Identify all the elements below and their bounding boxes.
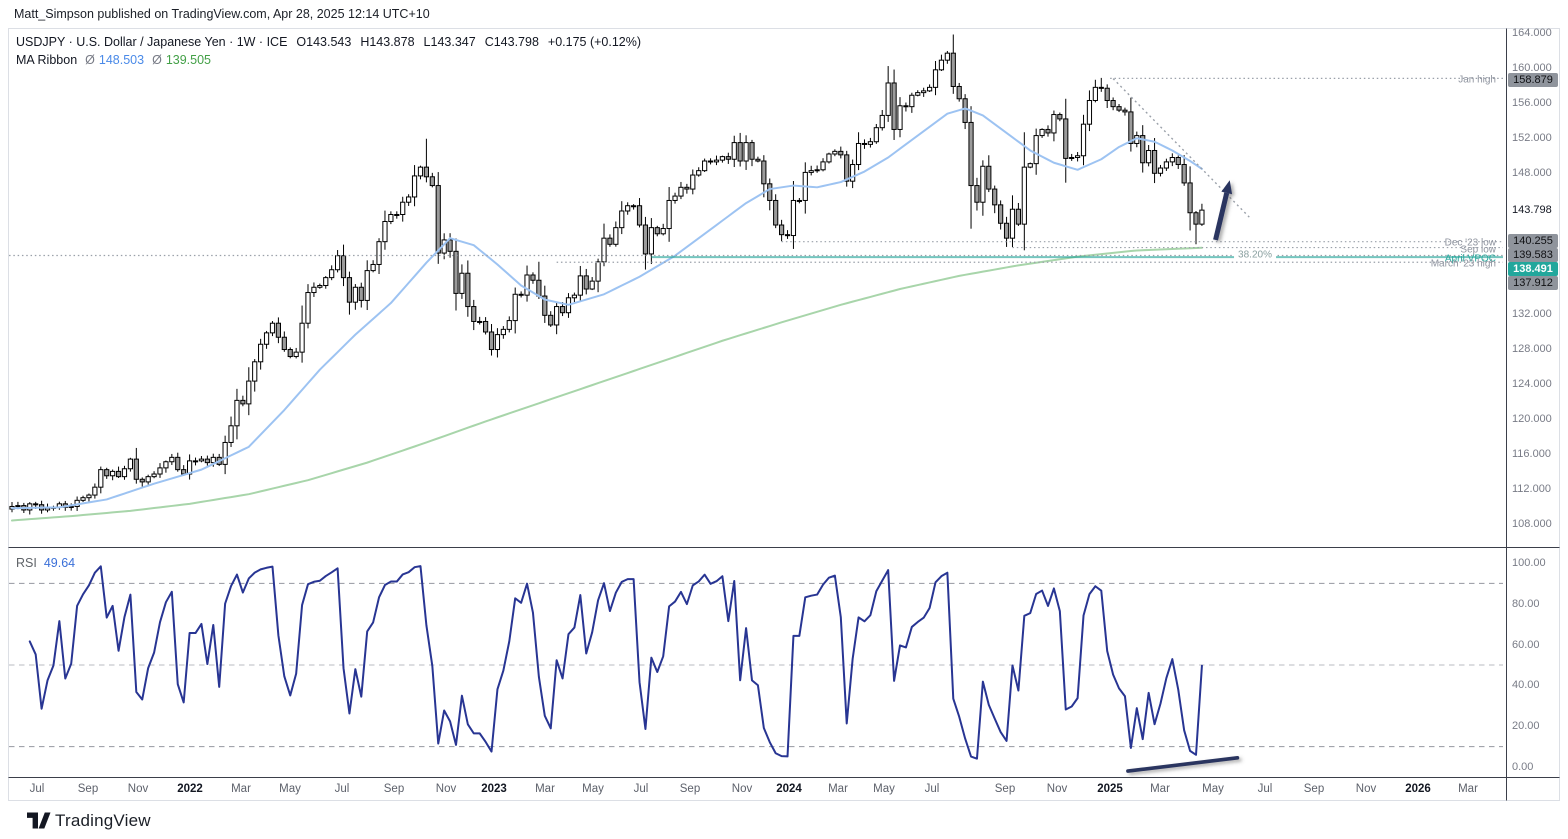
high-value: H143.878 — [360, 35, 415, 49]
close-value: C143.798 — [484, 35, 539, 49]
ma-ribbon-bar: MA Ribbon Ø 148.503 Ø 139.505 — [16, 53, 211, 67]
rsi-indicator-bar: RSI 49.64 — [16, 556, 75, 570]
open-value: O143.543 — [296, 35, 352, 49]
ma-blue-value: 148.503 — [98, 53, 145, 67]
tradingview-logo-icon[interactable] — [27, 812, 51, 832]
ma-avg-symbol: Ø — [85, 53, 95, 67]
rsi-label[interactable]: RSI — [16, 556, 37, 570]
symbol-info-bar: USDJPY · U.S. Dollar / Japanese Yen · 1W… — [16, 35, 650, 49]
attribution-text: Matt_Simpson published on TradingView.co… — [14, 7, 430, 21]
ma-ribbon-label[interactable]: MA Ribbon — [16, 53, 78, 67]
symbol-title[interactable]: USDJPY · U.S. Dollar / Japanese Yen · 1W… — [16, 35, 288, 49]
ma-avg-symbol-2: Ø — [152, 53, 162, 67]
change-value: +0.175 (+0.12%) — [547, 35, 642, 49]
low-value: L143.347 — [423, 35, 476, 49]
ma-green-value: 139.505 — [165, 53, 211, 67]
rsi-value: 49.64 — [43, 556, 76, 570]
brand-name[interactable]: TradingView — [55, 811, 151, 830]
